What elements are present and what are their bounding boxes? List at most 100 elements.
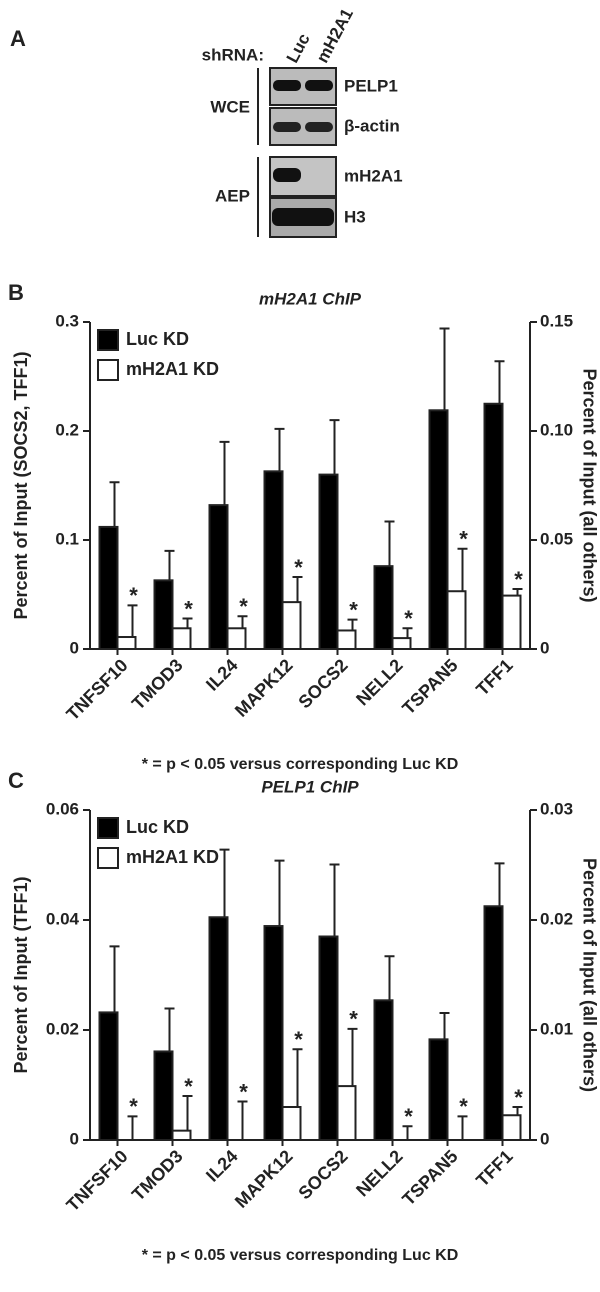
bar	[208, 504, 229, 650]
panel-letter: C	[8, 768, 24, 793]
error-bar	[439, 327, 450, 411]
band	[273, 80, 301, 91]
error-bar	[347, 1027, 358, 1087]
error-bar	[274, 427, 285, 472]
significance-marker: *	[129, 1094, 138, 1119]
x-tick-label: NELL2	[352, 1146, 406, 1200]
bar	[483, 905, 504, 1141]
bar	[373, 565, 394, 650]
x-tick-label: SOCS2	[294, 1146, 351, 1203]
error-bar	[402, 1125, 413, 1140]
x-tick-label: IL24	[202, 655, 242, 695]
x-tick-label: MAPK12	[231, 655, 297, 721]
x-tick-label: TSPAN5	[398, 1146, 461, 1209]
x-tick-label: IL24	[202, 1146, 242, 1186]
error-bar	[494, 360, 505, 404]
bar	[501, 594, 522, 651]
y-tick-label: 0.2	[55, 420, 79, 439]
legend-label: Luc KD	[126, 817, 189, 837]
band	[272, 208, 334, 226]
lane-label: mH2A1	[313, 5, 357, 66]
footnote: * = p < 0.05 versus corresponding Luc KD	[142, 756, 459, 773]
x-tick-label: TMOD3	[128, 1146, 187, 1205]
bar	[318, 473, 339, 650]
y2-tick-label: 0	[540, 638, 549, 657]
significance-marker: *	[404, 1104, 413, 1129]
legend-label: Luc KD	[126, 329, 189, 349]
x-tick-label: TMOD3	[128, 655, 187, 714]
panel-letter: A	[10, 26, 26, 51]
legend-swatch	[97, 817, 119, 839]
blot-label: β-actin	[344, 116, 400, 135]
y2-tick-label: 0.10	[540, 420, 573, 439]
x-tick-label: MAPK12	[231, 1146, 297, 1212]
y2-axis-label: Percent of Input (all others)	[579, 368, 599, 602]
error-bar	[439, 1011, 450, 1040]
y2-tick-label: 0.02	[540, 909, 573, 928]
y2-tick-label: 0.01	[540, 1019, 573, 1038]
band	[273, 122, 301, 132]
band	[305, 80, 333, 91]
y2-tick-label: 0.05	[540, 529, 573, 548]
error-bar	[164, 549, 175, 581]
error-bar	[164, 1007, 175, 1052]
shrna-label: shRNA:	[202, 45, 264, 64]
error-bar	[347, 618, 358, 631]
error-bar	[292, 1048, 303, 1107]
error-bar	[384, 520, 395, 567]
significance-marker: *	[514, 1085, 523, 1110]
x-tick-label: TNFSF10	[62, 655, 131, 724]
chart-title: PELP1 ChIP	[261, 777, 359, 796]
y-tick-label: 0	[70, 1129, 79, 1148]
y-tick-label: 0.02	[46, 1019, 79, 1038]
bar	[501, 1114, 522, 1141]
bar	[373, 999, 394, 1141]
significance-marker: *	[184, 596, 193, 621]
legend-label: mH2A1 KD	[126, 359, 219, 379]
chart-title: mH2A1 ChIP	[259, 289, 362, 308]
error-bar	[512, 1106, 523, 1116]
y-tick-label: 0.06	[46, 799, 79, 818]
error-bar	[219, 440, 230, 506]
y2-tick-label: 0.15	[540, 311, 573, 330]
group-label: AEP	[215, 186, 250, 205]
bar	[153, 1050, 174, 1141]
bar	[263, 925, 284, 1141]
significance-marker: *	[294, 555, 303, 580]
error-bar	[219, 848, 230, 918]
bar	[281, 1106, 302, 1141]
x-tick-label: TNFSF10	[62, 1146, 131, 1215]
legend-label: mH2A1 KD	[126, 847, 219, 867]
bar	[116, 636, 137, 651]
footnote: * = p < 0.05 versus corresponding Luc KD	[142, 1247, 459, 1264]
bar	[98, 525, 119, 650]
y-tick-label: 0.1	[55, 529, 79, 548]
bar	[428, 1038, 449, 1141]
blot-label: mH2A1	[344, 166, 403, 185]
x-tick-label: SOCS2	[294, 655, 351, 712]
error-bar	[402, 627, 413, 639]
bar	[446, 590, 467, 650]
significance-marker: *	[459, 527, 468, 552]
y2-tick-label: 0.03	[540, 799, 573, 818]
y-axis-label: Percent of Input (TFF1)	[11, 877, 31, 1074]
blot-label: H3	[344, 207, 366, 226]
error-bar	[182, 1095, 193, 1131]
y2-tick-label: 0	[540, 1129, 549, 1148]
error-bar	[329, 419, 340, 475]
bar	[263, 470, 284, 650]
panel-letter: B	[8, 280, 24, 305]
significance-marker: *	[129, 583, 138, 608]
significance-marker: *	[239, 1079, 248, 1104]
bar	[98, 1011, 119, 1142]
significance-marker: *	[349, 1007, 358, 1032]
bar	[171, 1129, 192, 1142]
x-tick-label: TFF1	[472, 655, 517, 700]
lane-label: Luc	[283, 30, 314, 66]
y-axis-label: Percent of Input (SOCS2, TFF1)	[11, 351, 31, 619]
legend-swatch	[97, 847, 119, 869]
group-label: WCE	[210, 97, 250, 116]
error-bar	[109, 481, 120, 527]
legend-swatch	[97, 359, 119, 381]
